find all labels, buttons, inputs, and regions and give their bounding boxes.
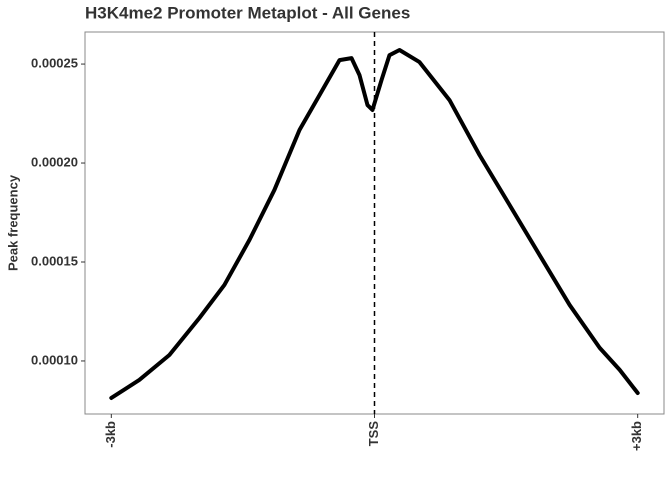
- y-tick-label: 0.00015: [31, 253, 78, 268]
- x-tick-label: -3kb: [103, 421, 118, 448]
- y-tick-label: 0.00020: [31, 154, 78, 169]
- y-tick-label: 0.00010: [31, 352, 78, 367]
- chart-title: H3K4me2 Promoter Metaplot - All Genes: [85, 3, 410, 22]
- y-axis-label: Peak frequency: [5, 174, 20, 271]
- x-tick-label: TSS: [366, 421, 381, 447]
- x-tick-label: +3kb: [629, 421, 644, 451]
- y-tick-label: 0.00025: [31, 56, 78, 71]
- series-line: [109, 48, 640, 400]
